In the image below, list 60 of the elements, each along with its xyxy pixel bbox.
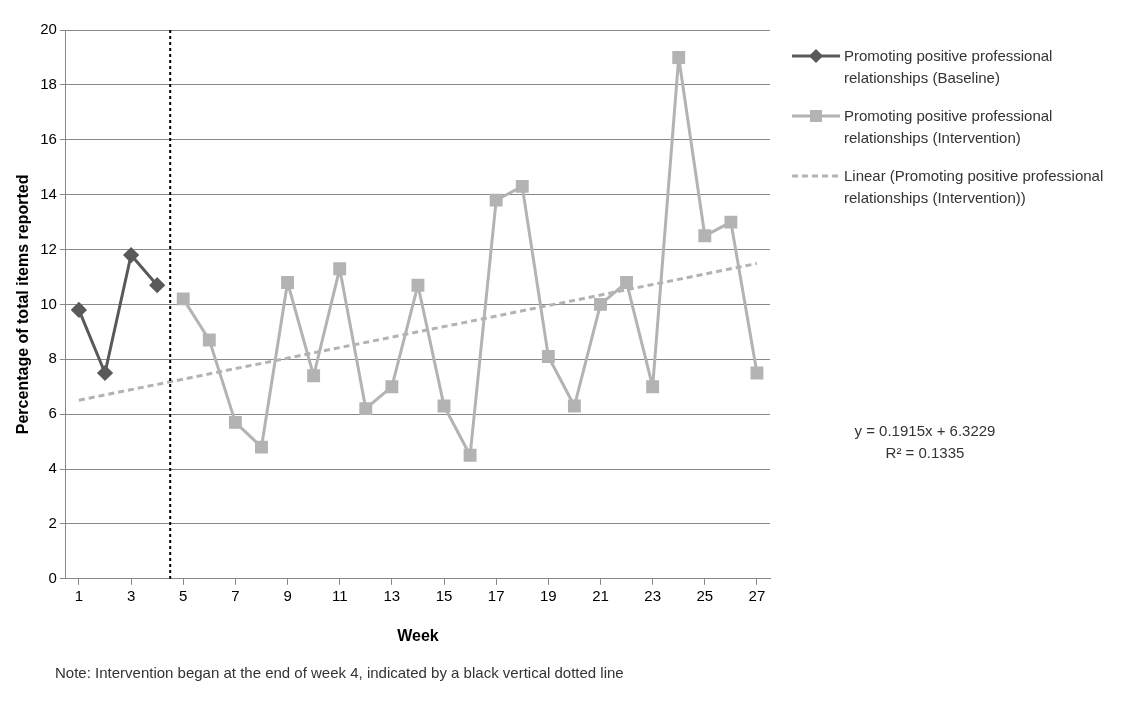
point: [71, 302, 87, 318]
point: [307, 369, 321, 383]
text: R² = 0.1335: [884, 443, 966, 463]
y-tick-label: 2: [48, 514, 57, 532]
legend-label: Promoting positive professional relationships (Intervention): [844, 106, 1054, 148]
point: [724, 215, 738, 229]
point: [411, 278, 425, 292]
y-tick-label: 16: [40, 129, 57, 147]
point: [750, 366, 764, 380]
legend-label: Promoting positive professional relationships (Baseline): [844, 46, 1054, 88]
point: [149, 277, 165, 293]
x-tick-label: 9: [283, 586, 292, 604]
y-tick-label: 10: [40, 294, 57, 312]
legend-label: Linear (Promoting positive professional relationships (Intervention)): [844, 166, 1105, 208]
point: [437, 399, 451, 413]
x-tick-label: 11: [331, 586, 348, 604]
point: [123, 247, 139, 263]
point: [567, 399, 581, 413]
y-tick-label: 14: [40, 184, 57, 202]
x-tick-label: 19: [539, 586, 557, 604]
x-tick-label: 1: [74, 586, 84, 604]
point: [541, 350, 555, 363]
point: [515, 179, 529, 193]
point: [698, 229, 712, 243]
point: [333, 262, 347, 276]
text: y = 0.1915x + 6.3229: [853, 421, 997, 441]
x-tick-label: 23: [644, 586, 661, 604]
point: [255, 440, 268, 454]
point: [489, 193, 503, 207]
x-tick-label: 27: [748, 586, 766, 604]
point: [385, 380, 399, 394]
y-axis-title: Percentage of total items reported: [14, 174, 32, 435]
x-tick-label: 25: [696, 586, 714, 604]
y-tick-label: 20: [40, 20, 57, 38]
y-tick-label: 0: [48, 568, 57, 586]
x-tick-label: 13: [383, 586, 401, 604]
y-tick-label: 18: [40, 75, 57, 93]
point: [228, 415, 242, 429]
point: [359, 402, 373, 416]
text: Note: Intervention began at the end of week 4, indicated by a black vertical dotted line: [55, 664, 624, 681]
point: [97, 365, 113, 381]
x-tick-label: 7: [231, 586, 240, 604]
y-tick-label: 12: [40, 239, 57, 257]
y-tick-label: 8: [48, 349, 57, 367]
point: [620, 276, 634, 289]
point: [176, 292, 190, 306]
x-tick-label: 17: [487, 586, 505, 604]
y-tick-label: 4: [48, 459, 57, 477]
point: [594, 297, 607, 311]
x-tick-label: 21: [592, 586, 609, 604]
point: [202, 333, 216, 347]
x-tick-label: 5: [179, 586, 188, 604]
point: [646, 380, 660, 394]
x-axis-title: Week: [397, 626, 439, 644]
x-tick-label: 3: [126, 586, 136, 604]
point: [281, 276, 294, 289]
y-tick-label: 6: [48, 404, 57, 422]
x-tick-label: 15: [435, 586, 453, 604]
point: [672, 50, 686, 64]
point: [463, 448, 477, 462]
